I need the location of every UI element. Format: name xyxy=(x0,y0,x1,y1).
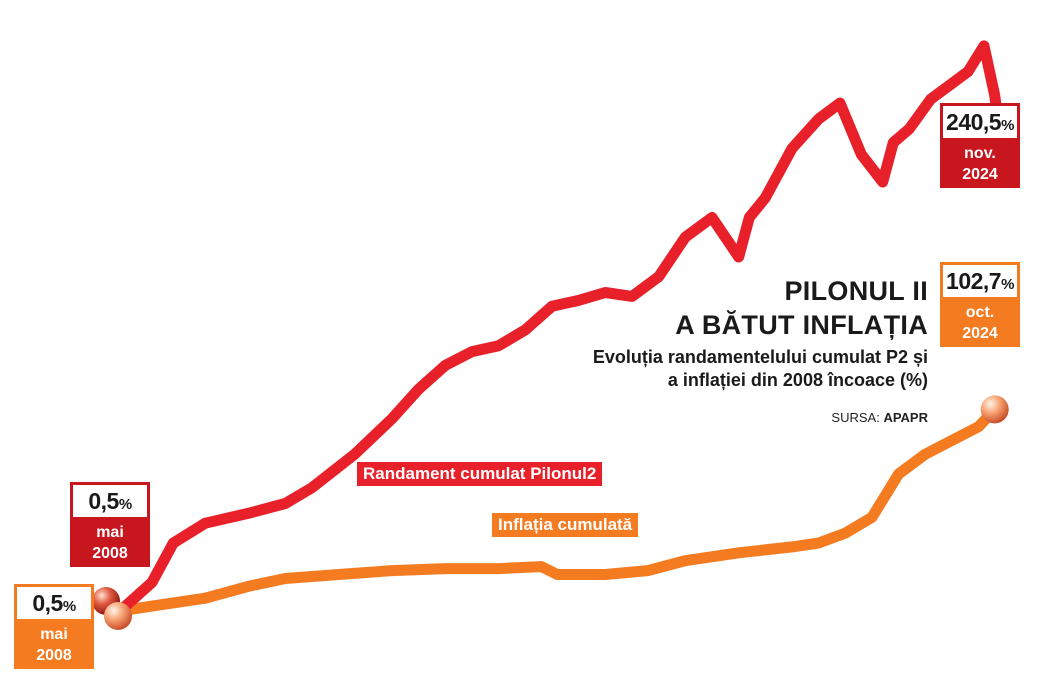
callout-value: 0,5% xyxy=(70,482,150,520)
chart-title-line1: PILONUL II xyxy=(784,276,928,306)
callout-p2-start: 0,5% mai 2008 xyxy=(70,482,150,567)
series-label-pilonul2: Randament cumulat Pilonul2 xyxy=(357,462,603,486)
callout-date: mai 2008 xyxy=(14,622,94,669)
callout-value: 240,5% xyxy=(940,103,1020,141)
source-note: SURSA: APAPR xyxy=(831,410,928,425)
series-line-randament-pilonul2 xyxy=(114,40,1006,617)
callout-date: mai 2008 xyxy=(70,520,150,567)
series-label-inflatia: Inflația cumulată xyxy=(492,513,639,537)
chart-title-line2: A BĂTUT INFLAȚIA xyxy=(675,310,928,340)
series-line-inflatia-cumulata xyxy=(114,403,1001,617)
callout-value: 0,5% xyxy=(14,584,94,622)
callout-value: 102,7% xyxy=(940,262,1020,300)
chart-subtitle: Evoluția randamentelului cumulat P2 și a… xyxy=(592,347,928,390)
callout-inflation-end: 102,7% oct. 2024 xyxy=(940,262,1020,347)
endpoint-marker-inflatia-start xyxy=(104,602,132,630)
source-name: APAPR xyxy=(883,410,928,425)
callout-date: oct. 2024 xyxy=(940,300,1020,347)
callout-date: nov. 2024 xyxy=(940,141,1020,188)
endpoint-marker-inflatia-end xyxy=(980,395,1009,424)
callout-p2-end: 240,5% nov. 2024 xyxy=(940,103,1020,188)
source-label: SURSA: xyxy=(831,410,880,425)
callout-inflation-start: 0,5% mai 2008 xyxy=(14,584,94,669)
